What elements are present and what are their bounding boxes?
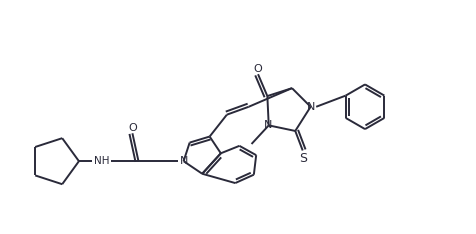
Text: O: O	[253, 64, 262, 74]
Text: NH: NH	[93, 156, 109, 166]
Text: S: S	[298, 152, 306, 165]
Text: N: N	[307, 102, 315, 112]
Text: N: N	[179, 156, 188, 166]
Text: N: N	[263, 120, 271, 130]
Text: O: O	[128, 123, 137, 133]
